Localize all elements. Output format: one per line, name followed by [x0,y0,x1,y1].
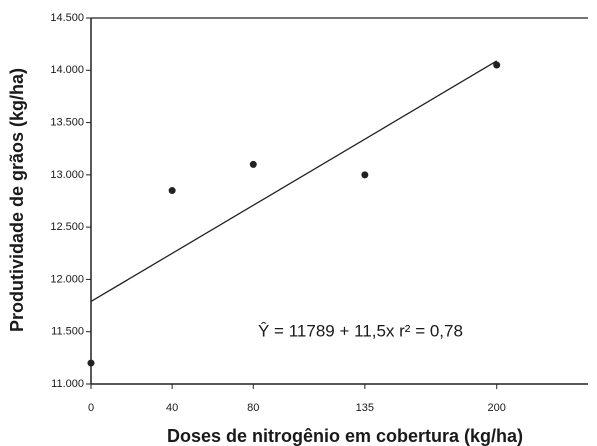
point [361,171,369,179]
x-tick-label: 135 [356,402,374,414]
y-axis-title: Produtividade de grãos (kg/ha) [7,68,27,332]
y-tick-label: 12.000 [50,273,84,285]
point [249,160,257,168]
x-tick-label: 200 [488,402,506,414]
y-tick-label: 13.000 [50,169,84,181]
y-tick-label: 11.000 [51,378,84,390]
y-tick-label: 13.500 [50,116,84,128]
y-tick-label: 14.000 [50,64,84,76]
point [87,359,95,367]
x-tick-label: 40 [166,402,178,414]
y-tick-label: 14.500 [50,12,84,24]
x-axis-title: Doses de nitrogênio em cobertura (kg/ha) [167,426,523,446]
equation: Ŷ = 11789 + 11,5x r² = 0,78 [258,321,463,340]
x-tick-label: 80 [247,402,259,414]
y-tick-label: 12.500 [50,221,84,233]
x-tick-label: 0 [88,402,94,414]
point [168,187,176,195]
trend-line [90,60,498,303]
point [493,61,501,69]
y-tick-label: 11.500 [51,326,84,338]
